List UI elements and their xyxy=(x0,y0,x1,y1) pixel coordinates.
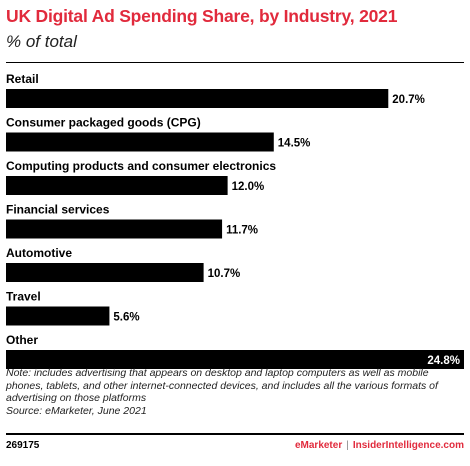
value-label: 24.8% xyxy=(427,355,460,367)
brand-insider-intelligence: InsiderIntelligence.com xyxy=(352,440,464,451)
value-label: 12.0% xyxy=(232,181,265,193)
brand-separator: | xyxy=(346,440,349,451)
bar xyxy=(6,176,228,195)
bar xyxy=(6,219,223,239)
value-label: 11.7% xyxy=(226,225,258,237)
category-label: Retail xyxy=(6,72,39,86)
value-label: 5.6% xyxy=(113,312,139,324)
category-label: Consumer packaged goods (CPG) xyxy=(6,116,201,130)
brand-logo: eMarketer | InsiderIntelligence.com xyxy=(295,440,464,451)
chart-id: 269175 xyxy=(6,440,40,451)
footer-divider xyxy=(6,433,464,435)
category-label: Automotive xyxy=(6,246,72,260)
category-label: Other xyxy=(6,333,38,347)
bar xyxy=(6,132,274,152)
value-label: 20.7% xyxy=(392,94,425,106)
chart-title: UK Digital Ad Spending Share, by Industr… xyxy=(6,6,398,26)
value-label: 14.5% xyxy=(278,138,311,150)
bar xyxy=(6,263,204,282)
value-label: 10.7% xyxy=(208,268,241,280)
category-label: Travel xyxy=(6,290,41,304)
chart-subtitle: % of total xyxy=(6,32,77,51)
category-label: Financial services xyxy=(6,203,110,217)
footnote-source: Source: eMarketer, June 2021 xyxy=(6,404,147,417)
top-divider xyxy=(6,62,464,63)
footnote-note: Note: includes advertising that appears … xyxy=(6,367,438,404)
footnote: Note: includes advertising that appears … xyxy=(6,367,464,417)
bar xyxy=(6,306,110,326)
bottom-divider xyxy=(6,364,464,365)
brand-emarketer: eMarketer xyxy=(294,440,343,451)
category-label: Computing products and consumer electron… xyxy=(6,159,276,173)
bar xyxy=(6,89,389,108)
